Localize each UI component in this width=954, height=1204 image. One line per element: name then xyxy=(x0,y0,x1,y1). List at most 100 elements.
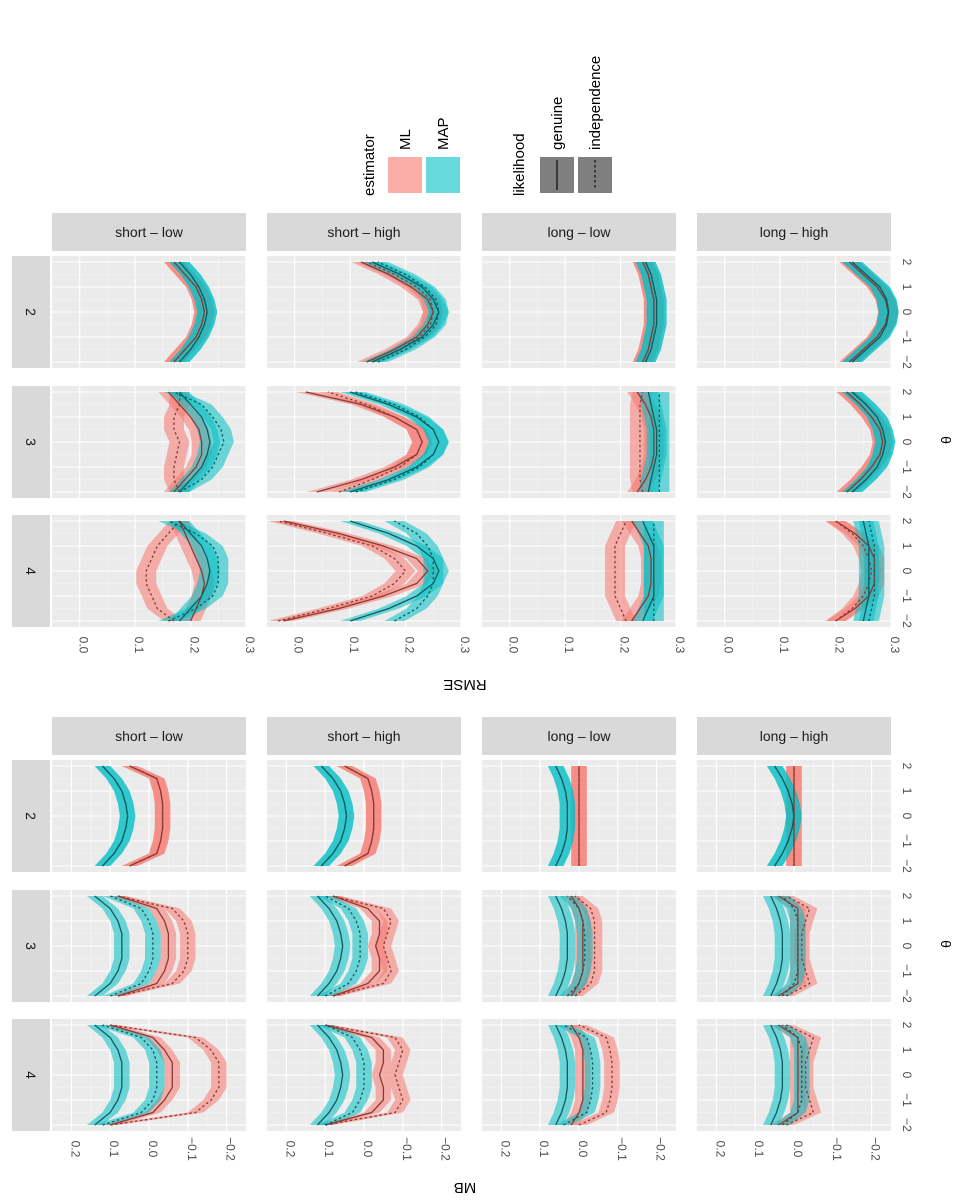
series-line-map-genuine xyxy=(178,391,211,493)
value-tick-label: 0.2 xyxy=(68,1141,82,1158)
ribbon-map-genuine xyxy=(309,896,351,996)
ribbon-ml-genuine xyxy=(295,392,433,492)
ribbon-ml-genuine xyxy=(110,896,177,996)
facet-strip-column xyxy=(12,760,50,872)
facet-panel xyxy=(51,760,247,872)
facet-panel xyxy=(51,1019,247,1131)
facet-panel xyxy=(481,256,677,368)
series-line-map-independence xyxy=(168,520,219,622)
facet-strip-row xyxy=(482,213,676,251)
series-line-ml-genuine xyxy=(778,1024,799,1126)
series-line-ml-genuine xyxy=(570,1024,584,1126)
theta-tick-label: 2 xyxy=(900,259,914,266)
series-line-ml-independence xyxy=(366,261,434,363)
ribbon-ml-independence xyxy=(317,1025,411,1125)
series-line-map-genuine xyxy=(316,895,344,997)
series-line-ml-genuine xyxy=(642,261,655,363)
series-line-ml-genuine xyxy=(636,391,655,493)
facet-column-label: 3 xyxy=(23,942,39,950)
ribbon-ml-independence xyxy=(136,521,190,621)
theta-tick-label: 1 xyxy=(900,788,914,795)
series-line-map-genuine xyxy=(862,520,870,622)
theta-tick-label: −1 xyxy=(900,834,914,848)
theta-tick-label: −2 xyxy=(900,859,914,873)
series-line-map-independence xyxy=(173,391,225,493)
facet-panel xyxy=(51,890,247,1002)
ribbon-map-genuine xyxy=(762,896,791,996)
facet-panel xyxy=(481,760,677,872)
series-line-ml-genuine xyxy=(167,391,203,493)
value-axis-title: MB xyxy=(454,1179,477,1196)
value-tick-label: −0.2 xyxy=(224,1137,238,1161)
series-line-ml-independence xyxy=(277,520,407,622)
series-line-ml-genuine xyxy=(110,1024,173,1126)
series-line-map-genuine xyxy=(555,765,569,867)
series-line-map-genuine xyxy=(94,1024,123,1126)
ribbon-map-independence xyxy=(559,896,593,996)
ribbon-map-independence xyxy=(163,392,234,492)
legend-label-independence: independence xyxy=(587,56,604,150)
series-line-map-independence xyxy=(781,895,799,997)
value-tick-label: 0.2 xyxy=(498,1141,512,1158)
value-tick-label: 0.2 xyxy=(713,1141,727,1158)
theta-axis-title: θ xyxy=(938,940,954,948)
ribbon-ml-genuine xyxy=(336,766,382,866)
ribbon-map-genuine xyxy=(340,521,449,621)
series-line-map-genuine xyxy=(647,391,658,493)
ribbon-map-genuine xyxy=(309,1025,351,1125)
facet-row-label: short – high xyxy=(327,224,400,240)
value-tick-label: 0.1 xyxy=(562,637,576,654)
value-tick-label: 0.3 xyxy=(888,637,902,654)
theta-tick-label: −2 xyxy=(900,355,914,369)
ribbon-map-genuine xyxy=(169,392,220,492)
series-line-ml-genuine xyxy=(325,1024,385,1126)
value-tick-label: −0.2 xyxy=(869,1137,883,1161)
value-tick-label: 0.1 xyxy=(132,637,146,654)
ribbon-map-genuine xyxy=(169,521,220,621)
theta-tick-label: 2 xyxy=(900,763,914,770)
series-line-ml-genuine xyxy=(178,520,206,622)
value-tick-label: 0.1 xyxy=(777,637,791,654)
value-tick-label: 0.3 xyxy=(458,637,472,654)
ribbon-ml-independence xyxy=(325,896,399,996)
series-line-map-genuine xyxy=(642,520,655,622)
theta-tick-label: 2 xyxy=(900,518,914,525)
ribbon-map-genuine xyxy=(313,766,355,866)
series-line-map-genuine xyxy=(770,895,784,997)
legend-label-genuine: genuine xyxy=(549,97,566,150)
value-tick-label: −0.1 xyxy=(185,1137,199,1161)
ribbon-ml-genuine xyxy=(325,896,388,996)
ribbon-map-independence xyxy=(384,521,444,621)
series-line-map-genuine xyxy=(349,391,440,493)
facet-panel xyxy=(481,386,677,498)
value-tick-label: 0.1 xyxy=(347,637,361,654)
facet-strip-column xyxy=(12,515,50,627)
facet-panel xyxy=(266,256,462,368)
series-line-map-genuine xyxy=(770,1024,784,1126)
facet-row-label: short – low xyxy=(115,728,184,744)
series-line-map-genuine xyxy=(555,895,569,997)
legend-key-ml xyxy=(388,157,422,193)
ribbon-map-genuine xyxy=(842,262,899,362)
series-line-ml-genuine xyxy=(846,391,884,493)
series-line-ml-independence xyxy=(332,895,392,997)
theta-tick-label: 0 xyxy=(900,439,914,446)
facet-row-label: short – high xyxy=(327,728,400,744)
ribbon-map-genuine xyxy=(86,1025,130,1125)
value-tick-label: 0.2 xyxy=(833,637,847,654)
ribbon-map-genuine xyxy=(842,392,896,492)
ribbon-ml-genuine xyxy=(317,1025,392,1125)
facet-strip-column xyxy=(12,256,50,368)
ribbon-map-genuine xyxy=(547,766,576,866)
theta-tick-label: 0 xyxy=(900,943,914,950)
facet-panel: −2 −1 0 1 2 xyxy=(696,760,914,873)
theta-tick-label: 1 xyxy=(900,543,914,550)
theta-tick-label: −2 xyxy=(900,989,914,1003)
facet-panel xyxy=(481,890,677,1002)
ribbon-map-genuine xyxy=(853,521,879,621)
ribbon-map-genuine xyxy=(766,766,802,866)
series-line-map-genuine xyxy=(316,1024,344,1126)
ribbon-map-independence xyxy=(555,1025,601,1125)
facet-panel xyxy=(51,256,247,368)
ribbon-map-genuine xyxy=(169,262,218,362)
